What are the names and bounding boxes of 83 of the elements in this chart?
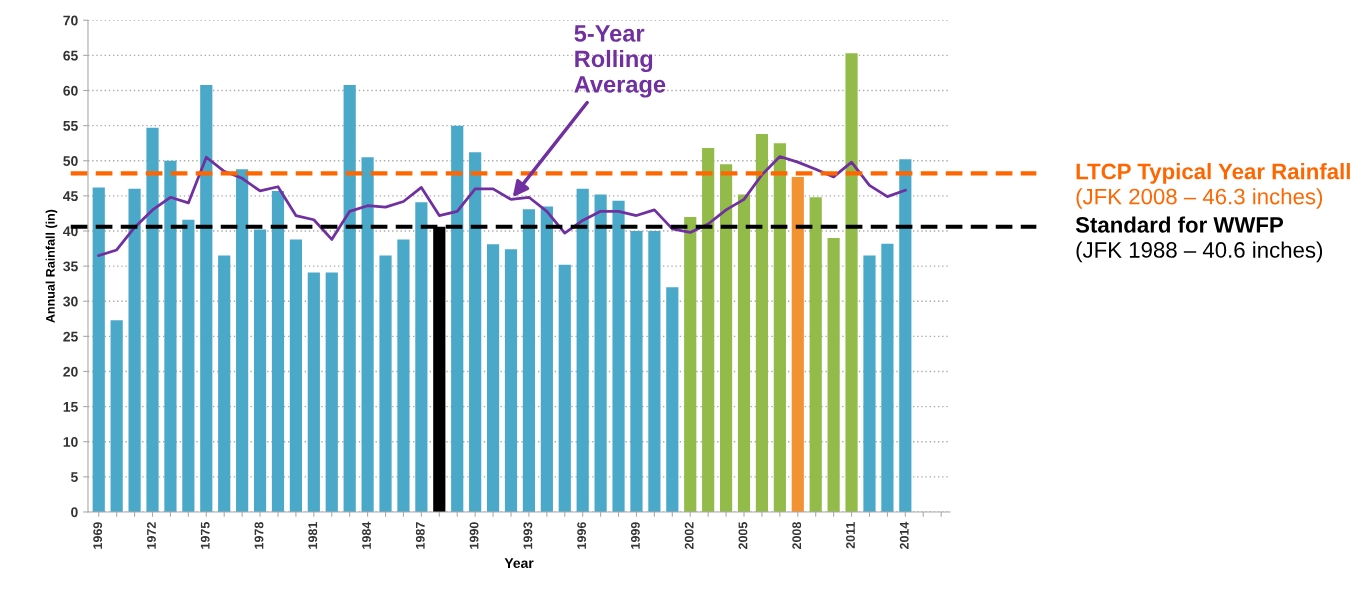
y-tick-label: 25 xyxy=(63,331,78,342)
y-tick-label: 65 xyxy=(63,50,78,61)
x-tick-label: 1993 xyxy=(523,522,533,549)
bar xyxy=(899,159,912,512)
bar xyxy=(92,187,105,512)
bar xyxy=(648,230,661,512)
y-tick-label: 60 xyxy=(63,85,78,96)
y-tick-label: 10 xyxy=(63,437,78,447)
bar xyxy=(343,84,356,512)
bar xyxy=(773,143,786,512)
bar xyxy=(612,200,625,512)
y-tick-label: 50 xyxy=(63,156,78,166)
x-tick-label: 1975 xyxy=(200,522,210,549)
y-axis-title: Annual Rainfall (in) xyxy=(45,209,58,323)
bar xyxy=(755,134,769,512)
y-tick-label: 15 xyxy=(63,402,78,412)
bar xyxy=(809,197,822,512)
x-tick-label: 1984 xyxy=(362,521,371,549)
x-tick-label: 2002 xyxy=(684,522,694,550)
bar xyxy=(271,190,285,512)
y-tick-label: 70 xyxy=(63,15,78,26)
bar xyxy=(307,272,320,512)
bar xyxy=(182,219,195,512)
bar xyxy=(540,206,553,512)
bar xyxy=(719,164,733,512)
y-tick-label: 20 xyxy=(63,366,78,377)
ref-line-label: LTCP Typical Year Rainfall xyxy=(1076,163,1350,184)
x-tick-label: 2011 xyxy=(846,522,855,549)
x-tick-label: 1996 xyxy=(577,522,587,549)
x-axis-title: Year xyxy=(504,558,534,569)
bar xyxy=(827,238,840,512)
x-tick-label: 2005 xyxy=(738,522,748,550)
bar xyxy=(666,287,679,512)
x-tick-label: 2008 xyxy=(792,522,802,550)
bar xyxy=(218,255,231,512)
bar xyxy=(863,255,876,512)
bar xyxy=(702,148,715,512)
y-tick-label: 55 xyxy=(63,121,78,131)
y-tick-label: 35 xyxy=(63,261,78,272)
bar xyxy=(594,194,607,512)
bar xyxy=(361,157,374,512)
text: (JFK 1988 – 40.6 inches) xyxy=(1076,241,1323,263)
y-tick-label: 5 xyxy=(70,472,78,483)
text: 5-Year Rolling Average xyxy=(574,25,666,98)
bar xyxy=(289,239,302,512)
bar xyxy=(881,243,894,512)
bar xyxy=(791,176,804,512)
x-tick-label: 1987 xyxy=(415,522,425,549)
x-tick-label: 1972 xyxy=(147,522,156,549)
bar xyxy=(236,169,249,512)
bar xyxy=(845,53,858,512)
bar xyxy=(522,209,536,512)
bar xyxy=(737,194,751,512)
y-tick-label: 45 xyxy=(63,191,78,202)
bar xyxy=(469,152,482,512)
bar xyxy=(451,125,464,512)
x-tick-label: 1978 xyxy=(254,522,264,549)
bar xyxy=(397,239,410,512)
x-tick-label: 2014 xyxy=(899,521,909,550)
bar xyxy=(558,264,571,512)
bar xyxy=(504,249,518,512)
line-series xyxy=(97,155,907,257)
bar xyxy=(415,202,428,512)
bar xyxy=(164,160,177,512)
bar xyxy=(630,230,643,512)
x-tick-label: 1990 xyxy=(469,522,479,549)
bar xyxy=(684,216,697,512)
bar xyxy=(128,188,141,512)
x-tick-label: 1969 xyxy=(93,522,103,549)
bar xyxy=(576,188,589,512)
ref-line-label: Standard for WWFP xyxy=(1075,216,1284,233)
x-tick-label: 1999 xyxy=(630,522,640,549)
text: (JFK 2008 – 46.3 inches) xyxy=(1076,188,1323,209)
bar xyxy=(325,272,338,512)
y-tick-label: 0 xyxy=(71,507,78,518)
bar xyxy=(253,229,267,512)
bar xyxy=(110,320,123,512)
x-tick-label: 1981 xyxy=(308,522,318,549)
bar xyxy=(200,84,213,512)
bar xyxy=(379,255,392,512)
bar xyxy=(146,127,159,512)
bar xyxy=(486,244,500,512)
y-tick-label: 30 xyxy=(63,296,78,307)
